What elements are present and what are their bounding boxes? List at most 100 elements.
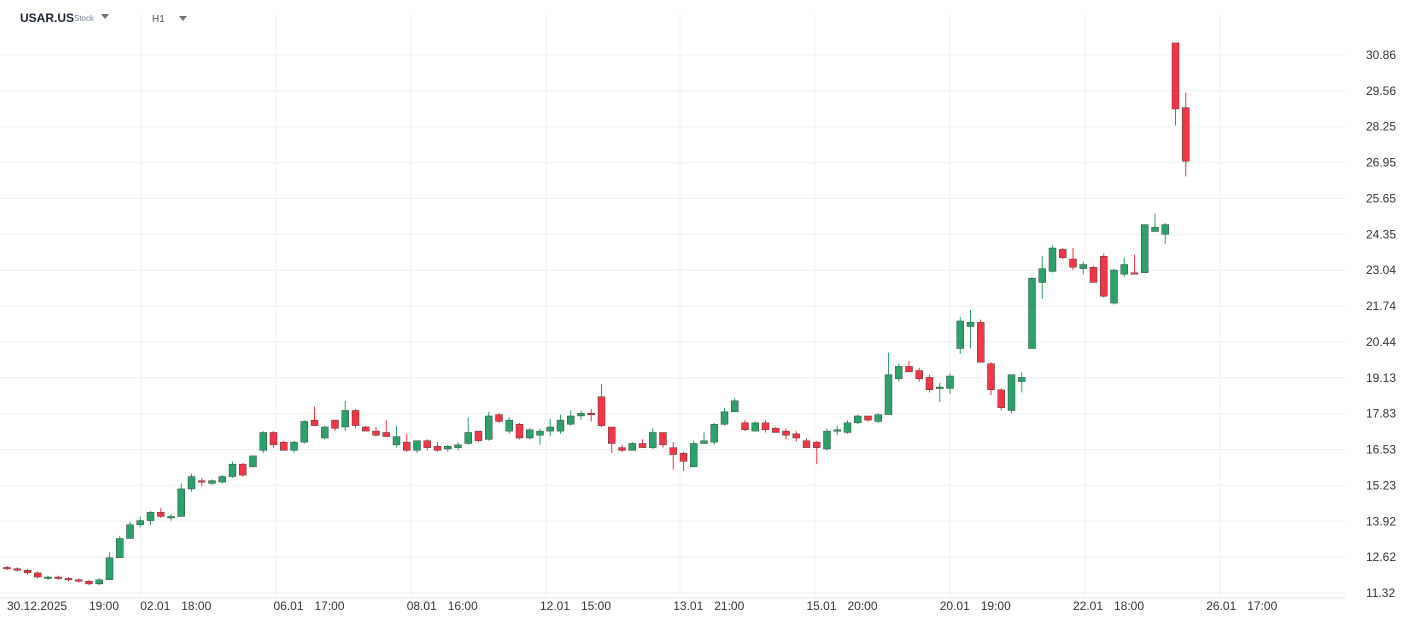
candle-up (628, 442, 636, 451)
candle-up (454, 442, 462, 451)
candle-body (454, 444, 462, 448)
candle-body (433, 446, 442, 451)
candle-body (587, 413, 595, 415)
candle-body (823, 430, 831, 450)
candle-body (136, 520, 144, 525)
candle-body (813, 441, 821, 448)
candle-up (1018, 371, 1026, 393)
symbol-label[interactable]: USAR.US (20, 11, 75, 25)
y-tick-label: 13.92 (1366, 514, 1396, 528)
candle-down (269, 431, 278, 448)
candle-up (105, 552, 114, 580)
candle-down (351, 409, 360, 429)
candle-body (105, 557, 114, 580)
candle-up (177, 483, 185, 517)
candle-body (895, 366, 903, 379)
y-tick-label: 26.95 (1366, 156, 1396, 170)
candle-up (95, 578, 103, 586)
candle-body (1151, 227, 1159, 232)
candle-body (884, 374, 893, 415)
x-tick-label: 17:00 (315, 599, 345, 613)
x-tick-label: 20.01 (940, 599, 970, 613)
candle-up (567, 410, 575, 426)
candle-up (413, 440, 421, 454)
candle-down (925, 374, 934, 393)
timeframe-dropdown-icon[interactable] (179, 16, 187, 21)
candle-down (905, 360, 913, 373)
candle-body (157, 512, 165, 517)
candle-down (362, 425, 370, 432)
x-tick-label: 16:00 (448, 599, 478, 613)
candle-body (956, 320, 964, 349)
candle-up (536, 428, 544, 445)
y-tick-label: 24.35 (1366, 227, 1396, 241)
x-tick-label: 13.01 (673, 599, 703, 613)
candle-up (1120, 257, 1128, 277)
candle-body (700, 440, 708, 444)
candle-up (751, 421, 759, 432)
candle-body (802, 440, 811, 448)
timeframe-label[interactable]: H1 (152, 14, 165, 25)
y-tick-label: 12.62 (1366, 550, 1396, 564)
candle-down (13, 567, 21, 572)
x-tick-label: 12.01 (540, 599, 570, 613)
y-tick-label: 20.44 (1366, 335, 1396, 349)
x-tick-label: 18:00 (1114, 599, 1144, 613)
candle-up (956, 316, 964, 355)
candle-down (1100, 253, 1108, 298)
candle-down (741, 420, 749, 432)
candle-up (833, 425, 841, 436)
candle-up (546, 418, 554, 437)
candle-body (269, 432, 278, 446)
x-tick-label: 19:00 (89, 599, 119, 613)
candle-up (44, 575, 52, 580)
candle-up (966, 309, 975, 349)
x-tick-label: 22.01 (1073, 599, 1103, 613)
candle-up (649, 428, 657, 450)
y-tick-label: 30.86 (1366, 48, 1396, 62)
candle-body (679, 452, 688, 462)
candle-down (474, 430, 483, 443)
candle-body (392, 436, 401, 446)
candle-up (843, 420, 852, 434)
instrument-type-label: Stock (74, 14, 95, 23)
candle-body (1161, 224, 1169, 235)
candle-down (34, 571, 42, 579)
candle-body (772, 428, 780, 433)
candle-down (1069, 248, 1077, 271)
candle-up (1007, 374, 1016, 414)
candle-up (218, 475, 226, 484)
candle-body (1038, 268, 1046, 283)
candle-down (1089, 265, 1098, 283)
symbol-dropdown-icon[interactable] (101, 14, 109, 19)
candle-body (64, 578, 73, 581)
candle-up (208, 479, 216, 485)
candle-up (259, 431, 267, 454)
candle-down (198, 477, 206, 487)
candle-body (546, 426, 554, 432)
candle-body (526, 429, 534, 439)
candle-down (608, 426, 616, 454)
candle-down (23, 568, 32, 575)
candle-down (382, 420, 390, 437)
y-tick-label: 21.74 (1366, 299, 1396, 313)
candle-up (1161, 223, 1169, 244)
candle-up (321, 425, 329, 440)
candle-body (341, 410, 349, 428)
candle-body (915, 370, 923, 379)
candle-down (638, 439, 647, 448)
candle-body (1048, 247, 1057, 272)
candle-up (720, 407, 729, 426)
candle-body (638, 443, 647, 448)
candle-up (464, 417, 472, 445)
candle-body (669, 447, 677, 455)
candle-down (1130, 254, 1139, 275)
candle-body (567, 415, 575, 425)
candle-down (659, 432, 667, 448)
y-tick-label: 11.32 (1366, 586, 1395, 600)
candle-body (198, 480, 206, 483)
candle-body (239, 463, 247, 476)
candle-body (34, 572, 42, 578)
